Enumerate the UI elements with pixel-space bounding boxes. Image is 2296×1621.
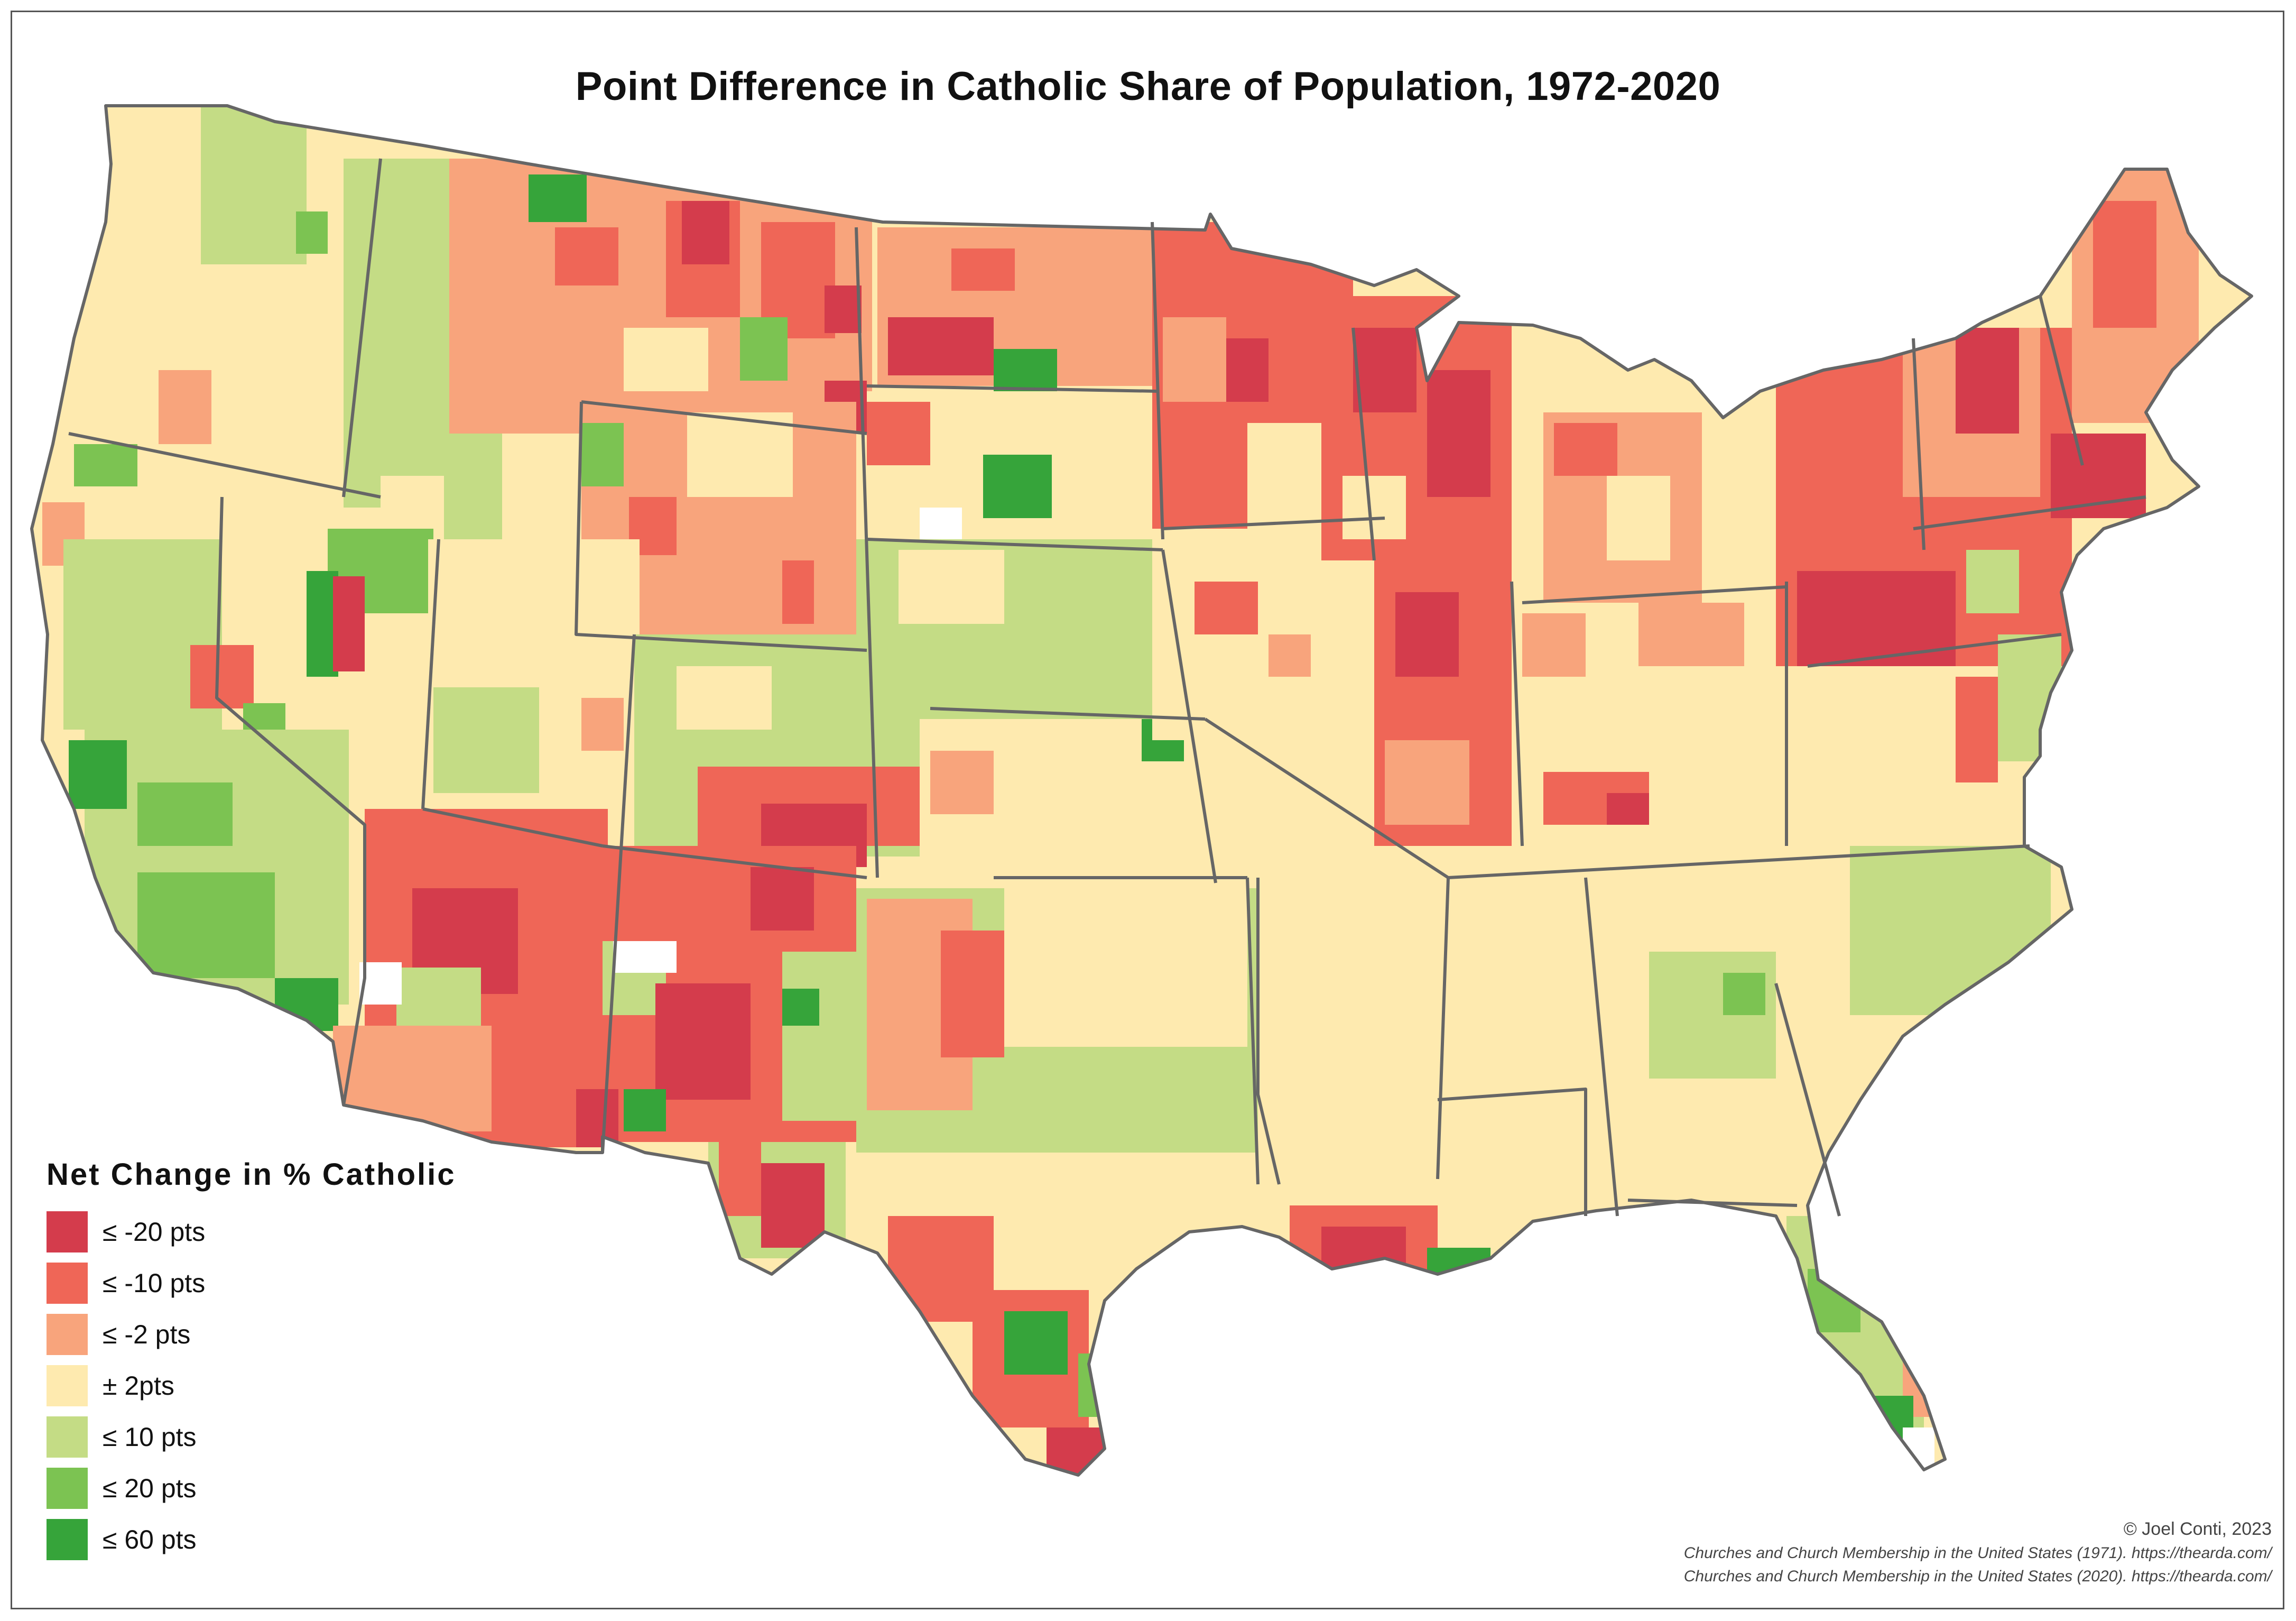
legend-label: ≤ -20 pts xyxy=(103,1217,206,1247)
legend-item: ≤ 60 pts xyxy=(47,1514,456,1565)
legend-item: ± 2pts xyxy=(47,1360,456,1411)
legend-item: ≤ -10 pts xyxy=(47,1257,456,1309)
legend-swatch xyxy=(47,1211,88,1252)
legend-swatch xyxy=(47,1518,88,1560)
legend-swatch xyxy=(47,1467,88,1509)
legend-title: Net Change in % Catholic xyxy=(47,1157,456,1192)
legend-item: ≤ 20 pts xyxy=(47,1462,456,1514)
legend-label: ≤ -2 pts xyxy=(103,1319,191,1349)
legend-label: ≤ 20 pts xyxy=(103,1473,197,1503)
legend-label: ± 2pts xyxy=(103,1370,174,1401)
legend-item: ≤ 10 pts xyxy=(47,1411,456,1462)
legend-label: ≤ -10 pts xyxy=(103,1268,206,1298)
legend-swatch xyxy=(47,1262,88,1304)
legend-label: ≤ 60 pts xyxy=(103,1524,197,1554)
credit-source-1971: Churches and Church Membership in the Un… xyxy=(1683,1544,2272,1562)
legend-swatch xyxy=(47,1365,88,1406)
legend-swatch xyxy=(47,1313,88,1355)
credit-author: © Joel Conti, 2023 xyxy=(2123,1519,2272,1539)
legend: Net Change in % Catholic ≤ -20 pts ≤ -10… xyxy=(47,1157,456,1565)
map-title: Point Difference in Catholic Share of Po… xyxy=(575,64,1721,109)
legend-item: ≤ -20 pts xyxy=(47,1206,456,1257)
legend-item: ≤ -2 pts xyxy=(47,1309,456,1360)
credit-source-2020: Churches and Church Membership in the Un… xyxy=(1683,1568,2272,1585)
legend-swatch xyxy=(47,1416,88,1458)
credits: © Joel Conti, 2023 Churches and Church M… xyxy=(1684,1516,2272,1588)
legend-label: ≤ 10 pts xyxy=(103,1422,197,1452)
